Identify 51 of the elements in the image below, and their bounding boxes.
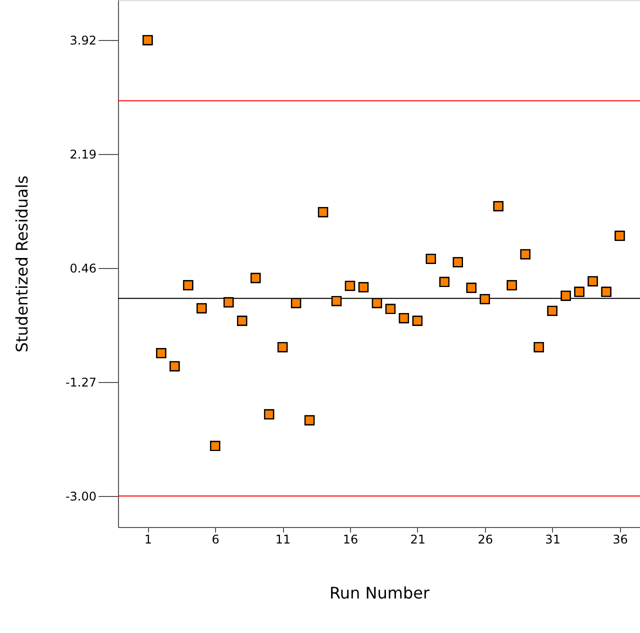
point xyxy=(506,280,517,290)
x-axis-title: Run Number xyxy=(329,584,430,602)
y-tick-label: -3.00 xyxy=(65,490,96,504)
x-tick-label: 21 xyxy=(410,532,426,546)
point xyxy=(452,257,463,268)
point xyxy=(210,440,220,452)
point xyxy=(534,342,544,352)
point xyxy=(520,249,530,260)
point xyxy=(264,409,274,420)
point xyxy=(547,306,558,316)
x-tick-label: 11 xyxy=(275,532,291,546)
point xyxy=(224,297,234,308)
point xyxy=(385,304,396,314)
y-tick-label: 3.92 xyxy=(70,34,96,48)
point xyxy=(372,298,382,308)
y-axis-title: Studentized Residuals xyxy=(12,176,32,352)
x-tick-label: 26 xyxy=(478,532,494,546)
point xyxy=(480,294,490,304)
point xyxy=(237,316,248,326)
point xyxy=(412,316,423,326)
point xyxy=(601,286,612,297)
point xyxy=(142,35,153,46)
y-tick-label: 0.46 xyxy=(70,262,96,276)
x-tick-label: 1 xyxy=(144,532,152,546)
x-tick-label: 16 xyxy=(342,532,358,546)
point xyxy=(156,348,166,358)
point xyxy=(358,282,369,292)
point xyxy=(560,290,571,301)
x-tick-label: 36 xyxy=(612,532,628,546)
x-tick-label: 6 xyxy=(212,532,220,546)
point xyxy=(439,276,450,288)
point xyxy=(290,298,302,308)
point xyxy=(250,272,261,284)
point xyxy=(170,361,180,372)
y-tick-label: 2.19 xyxy=(70,148,96,162)
point xyxy=(588,276,598,286)
point xyxy=(277,342,288,352)
x-tick-label: 31 xyxy=(545,532,560,546)
point xyxy=(183,280,194,290)
point xyxy=(304,415,315,426)
point xyxy=(318,207,328,218)
point xyxy=(574,286,584,297)
point xyxy=(344,280,356,291)
point xyxy=(196,303,207,314)
point xyxy=(398,313,410,324)
point xyxy=(614,230,625,241)
point xyxy=(426,254,436,264)
point xyxy=(466,282,476,293)
y-tick-label: -1.27 xyxy=(65,376,96,390)
point xyxy=(331,296,342,306)
point xyxy=(493,201,504,212)
